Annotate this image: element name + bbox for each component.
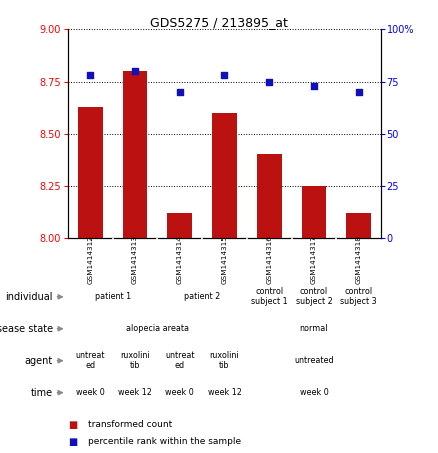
Text: agent: agent bbox=[25, 356, 53, 366]
Text: week 0: week 0 bbox=[300, 388, 328, 397]
Text: control
subject 1: control subject 1 bbox=[251, 288, 287, 306]
Text: GSM1414318: GSM1414318 bbox=[356, 235, 362, 284]
Text: week 0: week 0 bbox=[166, 388, 194, 397]
Text: ruxolini
tib: ruxolini tib bbox=[120, 352, 150, 370]
Text: ■: ■ bbox=[68, 420, 77, 430]
Text: alopecia areata: alopecia areata bbox=[126, 324, 189, 333]
Point bbox=[266, 78, 273, 85]
Text: GSM1414316: GSM1414316 bbox=[266, 235, 272, 284]
Text: control
subject 2: control subject 2 bbox=[296, 288, 332, 306]
Text: untreat
ed: untreat ed bbox=[75, 352, 105, 370]
Text: disease state: disease state bbox=[0, 324, 53, 334]
Text: untreat
ed: untreat ed bbox=[165, 352, 194, 370]
Text: untreated: untreated bbox=[294, 356, 334, 365]
Text: transformed count: transformed count bbox=[88, 420, 172, 429]
Point bbox=[355, 88, 362, 96]
Text: ruxolini
tib: ruxolini tib bbox=[210, 352, 239, 370]
Bar bbox=[78, 106, 102, 238]
Text: week 12: week 12 bbox=[118, 388, 152, 397]
Text: GSM1414315: GSM1414315 bbox=[222, 235, 227, 284]
Text: time: time bbox=[31, 388, 53, 398]
Text: ■: ■ bbox=[68, 437, 77, 447]
Bar bbox=[302, 186, 326, 238]
Text: GSM1414313: GSM1414313 bbox=[132, 235, 138, 284]
Point bbox=[176, 88, 183, 96]
Bar bbox=[167, 213, 192, 238]
Text: GSM1414317: GSM1414317 bbox=[311, 235, 317, 284]
Point bbox=[311, 82, 318, 89]
Text: individual: individual bbox=[5, 292, 53, 302]
Text: GSM1414314: GSM1414314 bbox=[177, 235, 183, 284]
Bar bbox=[346, 213, 371, 238]
Bar bbox=[123, 71, 147, 238]
Text: percentile rank within the sample: percentile rank within the sample bbox=[88, 437, 241, 446]
Text: patient 2: patient 2 bbox=[184, 292, 220, 301]
Text: patient 1: patient 1 bbox=[95, 292, 131, 301]
Text: control
subject 3: control subject 3 bbox=[340, 288, 377, 306]
Text: week 0: week 0 bbox=[76, 388, 105, 397]
Point bbox=[131, 67, 138, 75]
Point bbox=[221, 72, 228, 79]
Text: GSM1414312: GSM1414312 bbox=[87, 235, 93, 284]
Text: week 12: week 12 bbox=[208, 388, 241, 397]
Bar bbox=[212, 113, 237, 238]
Bar bbox=[257, 154, 282, 238]
Text: GDS5275 / 213895_at: GDS5275 / 213895_at bbox=[150, 16, 288, 29]
Point bbox=[87, 72, 94, 79]
Text: normal: normal bbox=[300, 324, 328, 333]
